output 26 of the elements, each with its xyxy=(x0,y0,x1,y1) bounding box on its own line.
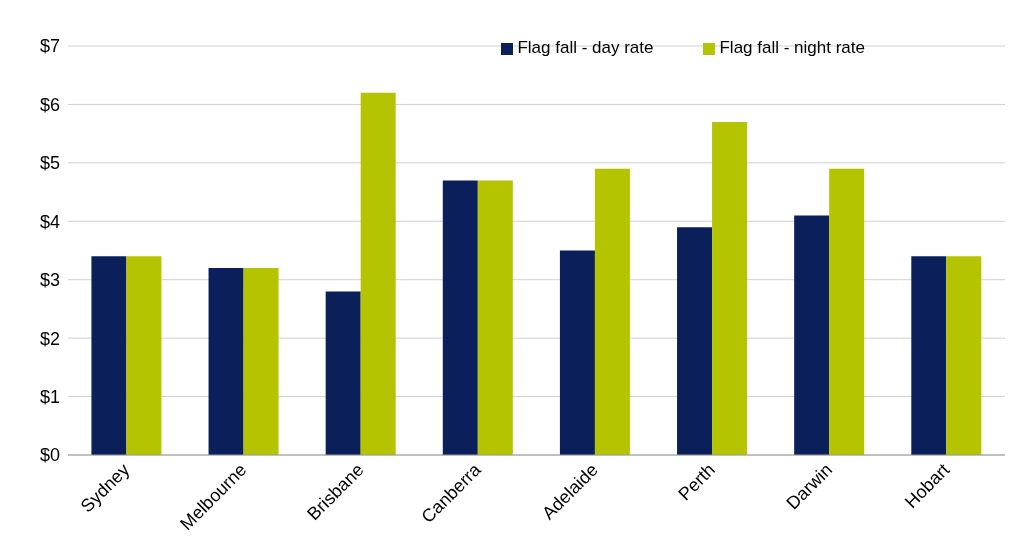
y-tick-label: $6 xyxy=(39,94,60,115)
y-tick-label: $5 xyxy=(39,153,60,174)
legend-label: Flag fall - night rate xyxy=(719,38,865,57)
bar xyxy=(442,180,478,455)
y-tick-label: $1 xyxy=(39,386,60,407)
y-tick-label: $3 xyxy=(39,270,60,291)
legend-label: Flag fall - day rate xyxy=(517,38,654,57)
bar xyxy=(594,168,630,455)
bar xyxy=(360,92,396,455)
bar xyxy=(325,291,361,455)
y-tick-label: $4 xyxy=(39,211,60,232)
bar xyxy=(946,256,982,455)
bar xyxy=(794,215,830,455)
bar xyxy=(208,268,244,455)
bar xyxy=(91,256,127,455)
bar xyxy=(126,256,162,455)
bar xyxy=(559,250,595,455)
bar xyxy=(477,180,513,455)
y-tick-label: $2 xyxy=(39,328,60,349)
y-tick-label: $7 xyxy=(39,36,60,57)
bar xyxy=(829,168,865,455)
bar xyxy=(712,121,748,455)
bar xyxy=(243,268,279,455)
bar xyxy=(677,227,713,455)
y-tick-label: $0 xyxy=(39,445,60,466)
bar xyxy=(911,256,947,455)
